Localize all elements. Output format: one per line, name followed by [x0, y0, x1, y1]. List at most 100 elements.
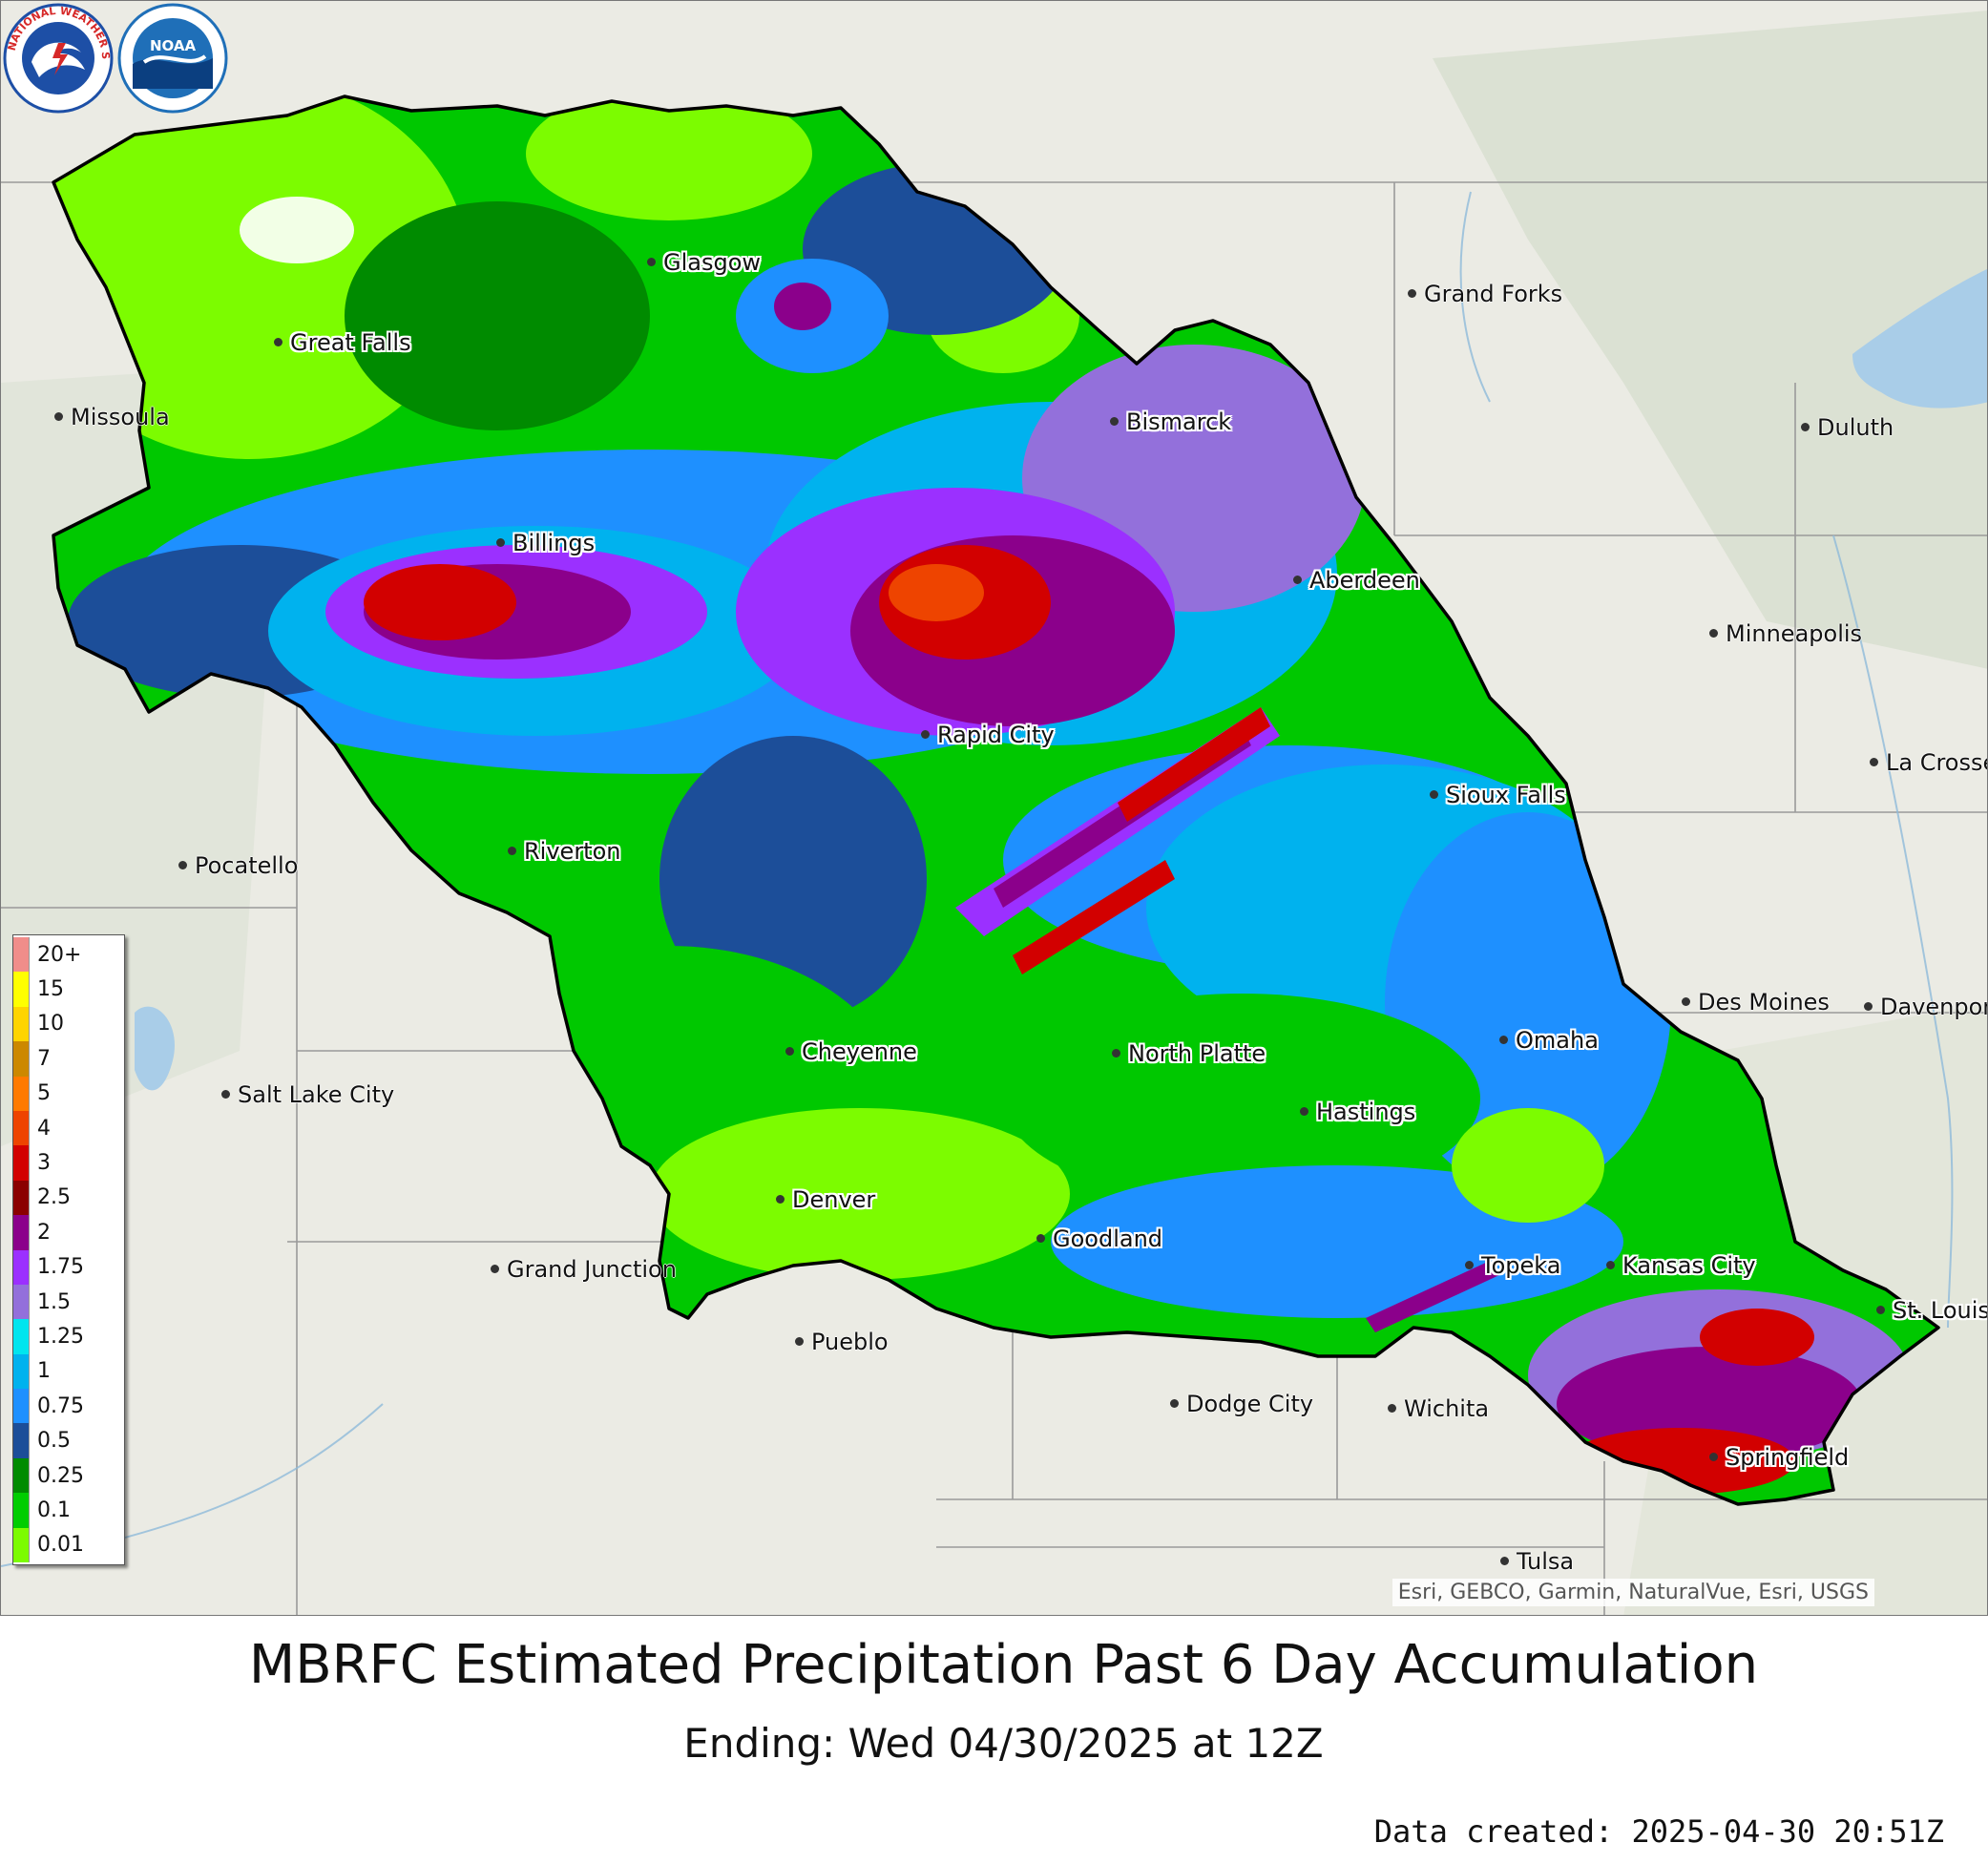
basin-boundary [52, 94, 1940, 1506]
legend-entry: 0.1 [13, 1493, 124, 1528]
legend-swatch [13, 1389, 30, 1424]
city-label: Sioux Falls [1446, 782, 1566, 808]
city-marker: Davenport [1864, 994, 1987, 1020]
city-dot-icon [785, 1046, 794, 1056]
legend-swatch [13, 1527, 30, 1563]
city-marker: Hastings [1300, 1100, 1415, 1123]
noaa-text: NOAA [150, 37, 197, 54]
city-marker: St. Louis [1876, 1299, 1987, 1322]
legend-label: 10 [37, 1012, 64, 1037]
legend-label: 20+ [37, 942, 82, 967]
city-marker: Billings [496, 532, 595, 555]
legend-swatch [13, 1041, 30, 1077]
legend-label: 2.5 [37, 1185, 71, 1210]
city-dot-icon [178, 860, 187, 869]
legend-label: 0.01 [37, 1533, 84, 1558]
city-label: Cheyenne [802, 1038, 917, 1065]
legend-entry: 0.75 [13, 1389, 124, 1424]
legend-entry: 15 [13, 972, 124, 1007]
city-label: Pueblo [811, 1329, 889, 1355]
legend-entry: 5 [13, 1076, 124, 1111]
city-label: Tulsa [1517, 1548, 1575, 1575]
legend-entry: 0.25 [13, 1457, 124, 1494]
legend-label: 2 [37, 1220, 51, 1245]
legend-swatch [13, 1006, 30, 1042]
city-dot-icon [921, 729, 930, 739]
legend-label: 0.1 [37, 1497, 71, 1522]
city-dot-icon [1110, 416, 1119, 426]
city-label: Denver [792, 1186, 876, 1213]
agency-logos: NATIONAL WEATHER SERVICE NOAA [1, 1, 228, 114]
legend-label: 15 [37, 977, 64, 1002]
city-dot-icon [1801, 422, 1810, 431]
city-dot-icon [491, 1264, 499, 1273]
city-dot-icon [795, 1336, 804, 1346]
city-dot-icon [1408, 288, 1416, 298]
legend-entry: 4 [13, 1110, 124, 1146]
city-label: Aberdeen [1309, 567, 1420, 594]
legend-label: 0.75 [37, 1393, 84, 1418]
legend-entry: 2.5 [13, 1180, 124, 1216]
city-dot-icon [1430, 789, 1438, 799]
city-dot-icon [1682, 996, 1690, 1006]
city-label: Grand Junction [507, 1256, 677, 1283]
legend-entry: 1.75 [13, 1249, 124, 1285]
city-label: Minneapolis [1726, 620, 1863, 647]
legend-swatch [13, 1180, 30, 1216]
city-marker: Missoula [54, 406, 170, 429]
city-marker: Tulsa [1500, 1550, 1574, 1573]
city-marker: Wichita [1388, 1397, 1489, 1420]
city-label: Bismarck [1126, 408, 1232, 435]
nws-logo: NATIONAL WEATHER SERVICE [1, 1, 114, 114]
city-label: Duluth [1817, 414, 1894, 441]
legend-entry: 0.01 [13, 1527, 124, 1563]
city-marker: Dodge City [1170, 1393, 1313, 1415]
city-marker: Kansas City [1606, 1254, 1756, 1277]
city-marker: Glasgow [647, 251, 761, 274]
legend-entry: 7 [13, 1041, 124, 1077]
legend-label: 0.25 [37, 1463, 84, 1488]
legend-entry: 0.5 [13, 1423, 124, 1458]
city-marker: Aberdeen [1293, 569, 1420, 592]
city-label: Riverton [524, 838, 621, 865]
city-label: Springfield [1726, 1444, 1850, 1471]
city-dot-icon [54, 411, 63, 421]
city-label: Dodge City [1186, 1391, 1314, 1417]
city-dot-icon [1709, 628, 1718, 638]
city-label: Missoula [71, 404, 170, 430]
precip-legend: 20+ 15 10 7 5 4 3 2.5 2 1.75 1.5 1.25 1 0.75 0.5 0.25 0.… [12, 934, 125, 1566]
legend-label: 7 [37, 1046, 51, 1071]
legend-swatch [13, 1110, 30, 1146]
city-label: Des Moines [1698, 989, 1830, 1016]
legend-label: 1.75 [37, 1255, 84, 1280]
city-dot-icon [1500, 1556, 1509, 1565]
city-label: Topeka [1481, 1252, 1561, 1279]
city-marker: Pueblo [795, 1330, 889, 1353]
legend-swatch [13, 1284, 30, 1320]
city-label: North Platte [1128, 1040, 1266, 1067]
city-dot-icon [1112, 1048, 1120, 1058]
city-marker: Bismarck [1110, 410, 1231, 433]
city-marker: Omaha [1499, 1029, 1599, 1052]
great-salt-lake [135, 1006, 175, 1091]
city-label: La Crosse [1886, 749, 1988, 776]
legend-entry: 10 [13, 1006, 124, 1042]
city-marker: Sioux Falls [1430, 784, 1566, 806]
legend-swatch [13, 1145, 30, 1181]
city-label: Kansas City [1622, 1252, 1756, 1279]
legend-swatch [13, 1215, 30, 1250]
city-label: Pocatello [195, 852, 299, 879]
legend-entry: 2 [13, 1215, 124, 1250]
city-dot-icon [647, 257, 656, 266]
city-label: Davenport [1880, 994, 1987, 1020]
noaa-logo: NOAA [117, 3, 228, 114]
city-marker: Grand Forks [1408, 283, 1562, 305]
city-dot-icon [1709, 1452, 1718, 1461]
city-dot-icon [496, 537, 505, 547]
city-marker: Minneapolis [1709, 622, 1862, 645]
legend-swatch [13, 1423, 30, 1458]
city-marker: North Platte [1112, 1042, 1266, 1065]
city-marker: Denver [776, 1188, 875, 1211]
map-attribution: Esri, GEBCO, Garmin, NaturalVue, Esri, U… [1392, 1579, 1874, 1606]
legend-swatch [13, 972, 30, 1007]
